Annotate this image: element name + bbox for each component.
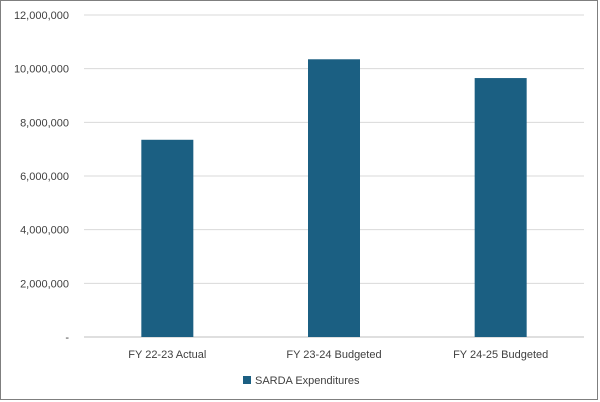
bar bbox=[141, 139, 194, 337]
y-tick-label: 12,000,000 bbox=[14, 10, 69, 22]
y-tick-label: 10,000,000 bbox=[14, 64, 69, 76]
bars bbox=[141, 59, 527, 338]
x-tick-label: FY 22-23 Actual bbox=[128, 349, 206, 361]
x-tick-label: FY 23-24 Budgeted bbox=[286, 349, 381, 361]
x-tick-label: FY 24-25 Budgeted bbox=[453, 349, 548, 361]
legend-swatch bbox=[243, 376, 251, 384]
y-tick-label: - bbox=[65, 332, 69, 344]
y-tick-label: 2,000,000 bbox=[20, 278, 69, 290]
legend-label: SARDA Expenditures bbox=[255, 375, 360, 387]
y-tick-label: 6,000,000 bbox=[20, 171, 69, 183]
y-tick-label: 8,000,000 bbox=[20, 117, 69, 129]
bar bbox=[308, 59, 360, 338]
y-tick-label: 4,000,000 bbox=[20, 225, 69, 237]
y-axis: - 2,000,000 4,000,000 6,000,000 8,000,000 10,… bbox=[14, 10, 69, 344]
legend: SARDA Expenditures bbox=[243, 375, 360, 387]
x-axis: FY 22-23 Actual FY 23-24 Budgeted FY 24-25… bbox=[128, 349, 548, 361]
bar bbox=[474, 78, 527, 337]
